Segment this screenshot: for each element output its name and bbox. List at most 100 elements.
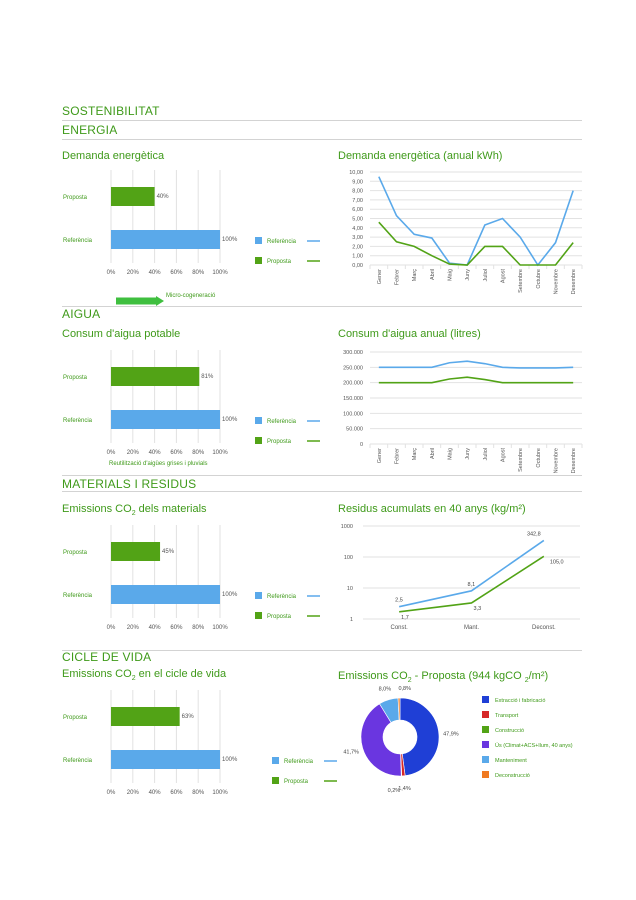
subtitle-emissions-cicle: Emissions CO2 en el cicle de vida <box>62 668 226 682</box>
legend-swatch <box>255 437 262 444</box>
legend-label: Referència <box>267 594 297 600</box>
x-tick-label: Setembre <box>518 448 524 472</box>
y-tick-label: 0 <box>360 442 363 448</box>
legend-label: Proposta <box>284 779 309 785</box>
y-tick-label: 0,00 <box>352 263 363 269</box>
x-tick-label: Juliol <box>483 448 489 461</box>
data-label: 8,0% <box>379 686 392 692</box>
data-label: 2,5 <box>395 598 403 604</box>
divider <box>62 120 582 121</box>
x-tick-label: 100% <box>212 625 228 631</box>
pie-slice <box>360 703 402 777</box>
y-tick-label: 7,00 <box>352 198 363 204</box>
data-label: 100% <box>222 417 238 423</box>
data-label: 105,0 <box>550 559 564 565</box>
x-tick-label: Setembre <box>518 269 524 293</box>
data-label: 100% <box>222 237 238 243</box>
y-tick-label: 4,00 <box>352 226 363 232</box>
legend-swatch <box>255 257 262 264</box>
x-tick-label: Març <box>412 448 418 460</box>
subtitle-residus: Residus acumulats en 40 anys (kg/m²) <box>338 503 526 515</box>
y-tick-label: 200.000 <box>343 381 363 387</box>
x-tick-label: 20% <box>127 450 140 456</box>
x-tick-label: 60% <box>170 625 183 631</box>
series-line-0 <box>378 176 574 267</box>
data-label: 40% <box>157 194 170 200</box>
x-tick-label: 80% <box>192 450 205 456</box>
legend-swatch <box>255 592 262 599</box>
data-label: 47,9% <box>443 732 459 738</box>
legend-swatch <box>255 417 262 424</box>
x-tick-label: 40% <box>149 625 162 631</box>
data-label: 100% <box>222 757 238 763</box>
legend-swatch <box>482 726 489 733</box>
x-tick-label: Maig <box>448 269 454 281</box>
legend-label: Proposta <box>267 614 292 620</box>
x-tick-label: 80% <box>192 625 205 631</box>
micro-cogeneracio-note: Micro-cogeneració <box>116 293 276 306</box>
x-tick-label: Abril <box>430 269 436 280</box>
category-label: Referència <box>63 238 93 244</box>
data-label: 45% <box>162 549 175 555</box>
series-line-0 <box>398 539 545 608</box>
x-tick-label: 40% <box>149 790 162 796</box>
category-label: Referència <box>63 593 93 599</box>
x-tick-label: Febrer <box>395 448 401 464</box>
emissions-proposta-chart: 47,9% 1,4%0,2% 41,7% 8,0% 0,8% Extracció i fa… <box>343 686 573 794</box>
data-label: 0,2% <box>388 788 401 794</box>
x-tick-label: Agost <box>501 448 507 463</box>
x-tick-label: 60% <box>170 450 183 456</box>
data-label: 3,3 <box>474 606 482 612</box>
data-label: 0,8% <box>398 686 411 692</box>
x-tick-label: 0% <box>107 270 116 276</box>
data-label: 63% <box>182 714 195 720</box>
x-tick-label: Octubre <box>536 448 542 468</box>
bar <box>111 230 220 249</box>
subtitle-text: en el cicle de vida <box>135 668 227 680</box>
data-label: 81% <box>201 374 214 380</box>
series-line-1 <box>399 555 545 613</box>
x-tick-label: Mant. <box>464 625 479 631</box>
subtitle-text: Emissions CO <box>338 670 408 682</box>
divider <box>62 491 582 492</box>
section-aigua: AIGUA <box>62 307 101 321</box>
category-label: Proposta <box>63 550 88 556</box>
x-tick-label: Març <box>412 269 418 281</box>
subtitle-text: Emissions CO <box>62 503 132 515</box>
subtitle-demanda: Demanda energètica <box>62 150 165 162</box>
x-tick-label: 100% <box>212 270 228 276</box>
emissions-cicle-chart: 0% 20% 40% 60% 80% 100% Proposta 63% Referència 1… <box>63 690 337 796</box>
y-tick-label: 8,00 <box>352 189 363 195</box>
bar <box>111 367 200 386</box>
legend-swatch <box>482 696 489 703</box>
legend-swatch <box>482 711 489 718</box>
data-label: 8,1 <box>468 582 476 588</box>
x-tick-label: Agost <box>501 269 507 284</box>
legend-label: Ús (Climat+ACS+llum, 40 anys) <box>495 742 573 749</box>
x-tick-label: 0% <box>107 790 116 796</box>
y-tick-label: 5,00 <box>352 217 363 223</box>
pie-slice <box>397 697 401 721</box>
x-tick-label: Novembre <box>554 269 560 294</box>
page-title: SOSTENIBILITAT <box>62 104 160 118</box>
y-tick-label: 6,00 <box>352 207 363 213</box>
x-tick-label: 100% <box>212 790 228 796</box>
x-tick-label: 0% <box>107 625 116 631</box>
x-tick-label: Desembre <box>571 269 577 294</box>
subtitle-emissions-materials: Emissions CO2 dels materials <box>62 503 207 517</box>
y-tick-label: 2,00 <box>352 244 363 250</box>
legend-label: Construcció <box>495 728 524 734</box>
legend-swatch <box>482 771 489 778</box>
y-tick-label: 250.000 <box>343 365 363 371</box>
category-label: Referència <box>63 418 93 424</box>
divider <box>62 475 582 476</box>
y-tick-label: 10,00 <box>349 170 363 176</box>
legend-label: Referència <box>267 239 297 245</box>
y-tick-label: 100 <box>344 555 353 561</box>
subtitle-text: - Proposta (944 kgCO <box>411 670 525 682</box>
x-tick-label: 20% <box>127 270 140 276</box>
divider <box>62 306 582 307</box>
x-tick-label: 60% <box>170 270 183 276</box>
pie-slice <box>399 697 440 776</box>
consum-anual-chart: 0 50.000 100.000 150.000 200.000 250.000 300.0… <box>343 350 583 473</box>
